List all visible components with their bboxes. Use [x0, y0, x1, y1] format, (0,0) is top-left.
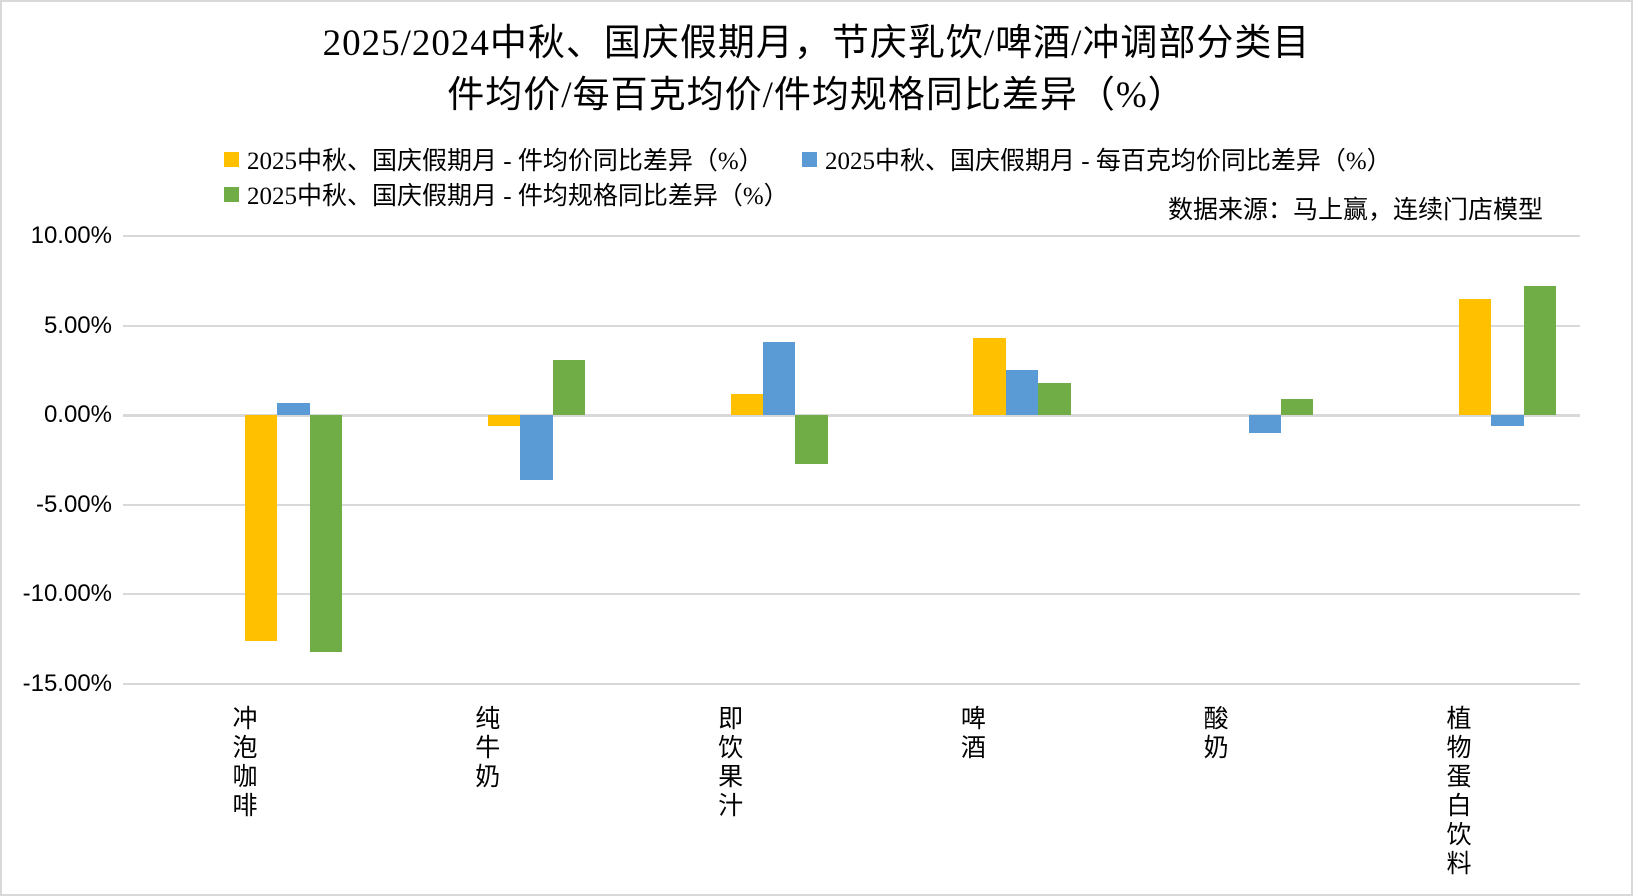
bar [1459, 298, 1492, 416]
gridline [123, 593, 1580, 596]
x-axis-category-label: 酸奶 [1203, 706, 1229, 762]
bar [1248, 415, 1281, 434]
x-axis-category-label: 冲泡咖啡 [232, 706, 258, 820]
x-axis-category-label: 即饮果汁 [718, 706, 744, 820]
bar [1005, 370, 1039, 416]
x-axis-category-label: 植物蛋白饮料 [1446, 706, 1472, 878]
y-axis-tick-label: -5.00% [35, 490, 112, 518]
x-axis-category-label: 啤酒 [960, 706, 986, 762]
bar [973, 338, 1006, 416]
bar [487, 415, 521, 426]
legend-item-avg-piece-spec: 2025中秋、国庆假期月 - 件均规格同比差异（%） [224, 179, 789, 210]
bar [1491, 415, 1524, 426]
y-axis-tick-label: -15.00% [22, 670, 112, 697]
x-axis-category-label: 纯牛奶 [475, 706, 501, 791]
legend-item-avg-piece-price: 2025中秋、国庆假期月 - 件均价同比差异（%） [224, 144, 764, 175]
bar [245, 415, 278, 641]
data-source-note: 数据来源：马上赢，连续门店模型 [1167, 197, 1543, 224]
bar [763, 341, 796, 416]
legend-label: 2025中秋、国庆假期月 - 件均价同比差异（%） [247, 148, 764, 175]
bar [1038, 382, 1071, 416]
chart-title-line1: 2025/2024中秋、国庆假期月，节庆乳饮/啤酒/冲调部分类目 [322, 23, 1311, 64]
y-axis-tick-label: 5.00% [43, 311, 112, 339]
gridline [123, 324, 1580, 327]
bar [309, 415, 343, 652]
bar [1281, 399, 1314, 416]
legend-item-per-100g-price: 2025中秋、国庆假期月 - 每百克均价同比差异（%） [802, 144, 1392, 175]
bar [520, 415, 553, 480]
legend-label: 2025中秋、国庆假期月 - 件均规格同比差异（%） [247, 183, 789, 210]
bar [795, 415, 828, 464]
legend-swatch-green-icon [224, 186, 239, 202]
y-axis-tick-label: 0.00% [43, 401, 112, 429]
bar [552, 359, 585, 416]
y-axis-tick-label: 10.00% [30, 222, 112, 249]
chart-title: 2025/2024中秋、国庆假期月，节庆乳饮/啤酒/冲调部分类目 件均价/每百克… [2, 18, 1631, 122]
legend-swatch-yellow-icon [224, 151, 239, 167]
chart-title-line2: 件均价/每百克均价/件均规格同比差异（%） [447, 75, 1186, 116]
gridline [123, 235, 1580, 237]
y-axis-tick-label: -10.00% [22, 580, 112, 608]
legend-swatch-blue-icon [802, 151, 817, 167]
bar [730, 393, 763, 416]
gridline [123, 503, 1580, 506]
gridline [123, 683, 1580, 685]
bar [277, 402, 310, 416]
legend-label: 2025中秋、国庆假期月 - 每百克均价同比差异（%） [825, 148, 1392, 175]
zero-gridline [123, 413, 1580, 417]
bar [1523, 286, 1557, 416]
